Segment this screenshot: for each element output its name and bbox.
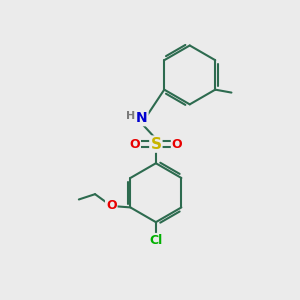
Text: O: O — [129, 138, 140, 151]
Text: O: O — [106, 200, 117, 212]
Text: H: H — [126, 111, 135, 121]
Text: O: O — [172, 138, 182, 151]
Text: S: S — [150, 136, 161, 152]
Text: Cl: Cl — [149, 234, 163, 247]
Text: N: N — [136, 111, 148, 125]
